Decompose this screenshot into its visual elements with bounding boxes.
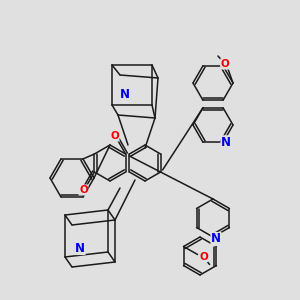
Text: O: O [79,185,88,195]
Text: N: N [75,242,85,254]
Text: O: O [220,59,230,69]
Text: N: N [120,88,130,101]
Text: N: N [211,232,221,245]
Text: O: O [110,131,119,141]
Text: N: N [221,136,231,149]
Text: O: O [199,251,208,262]
